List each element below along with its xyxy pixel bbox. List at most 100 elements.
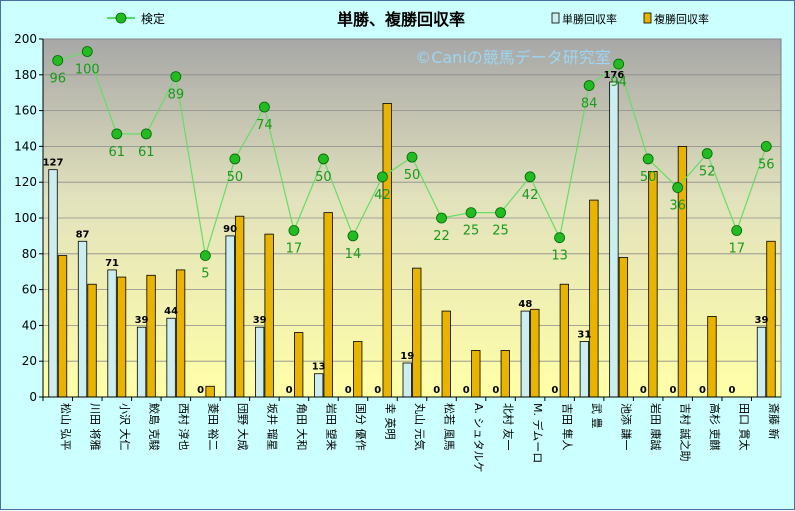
x-category-label: 国分 優作 xyxy=(354,403,367,451)
kentei-point xyxy=(347,230,359,242)
legend-tansho-swatch xyxy=(551,12,560,24)
bar-fukusho xyxy=(648,171,658,398)
x-category-label: 幸 英明 xyxy=(383,403,397,440)
kentei-label: 52 xyxy=(699,165,716,180)
x-category-label: 団野 大成 xyxy=(236,403,250,451)
kentei-label: 89 xyxy=(168,88,185,103)
kentei-label: 100 xyxy=(75,63,100,78)
kentei-label: 50 xyxy=(404,168,421,183)
kentei-point xyxy=(760,140,772,152)
kentei-label: 14 xyxy=(345,247,362,262)
bar-fukusho xyxy=(57,255,68,398)
bar-tansho-label: 127 xyxy=(43,158,64,169)
bar-fukusho xyxy=(471,350,481,398)
bar-tansho xyxy=(225,235,235,398)
kentei-label: 5 xyxy=(201,267,209,282)
bar-tansho xyxy=(136,326,147,398)
x-category-label: 岩田 望来 xyxy=(324,403,338,451)
kentei-point xyxy=(554,232,565,244)
kentei-point xyxy=(465,207,477,219)
legend-fukusho-swatch xyxy=(643,12,652,24)
kentei-point xyxy=(613,58,625,70)
bar-tansho-label: 90 xyxy=(223,224,237,235)
bar-tansho xyxy=(402,362,412,398)
x-category-label: 北村 友一 xyxy=(502,403,516,451)
bar-tansho-label: 31 xyxy=(577,330,591,341)
y-tick-label: 80 xyxy=(22,247,37,261)
x-category-label: 田口 貫太 xyxy=(738,403,751,451)
kentei-point xyxy=(701,148,713,159)
kentei-point xyxy=(140,128,152,140)
y-tick-label: 160 xyxy=(14,104,37,118)
bar-tansho-label: 0 xyxy=(345,385,352,396)
bar-tansho-label: 39 xyxy=(135,315,149,326)
kentei-label: 13 xyxy=(551,249,568,264)
x-category-label: 坂井 瑠星 xyxy=(265,403,279,451)
bar-tansho xyxy=(579,341,590,398)
kentei-point xyxy=(731,225,743,236)
bar-tansho xyxy=(756,326,767,398)
bar-tansho xyxy=(166,317,176,398)
bar-fukusho xyxy=(589,199,599,398)
y-tick-label: 100 xyxy=(14,211,37,225)
watermark-text: ©Caniの競馬データ研究室 xyxy=(415,48,611,67)
bar-fukusho xyxy=(294,332,304,398)
bar-tansho-label: 0 xyxy=(551,385,558,396)
bar-tansho xyxy=(314,373,324,398)
kentei-label: 25 xyxy=(463,224,480,239)
kentei-label: 74 xyxy=(256,118,273,133)
kentei-point xyxy=(258,101,270,113)
bar-tansho-label: 0 xyxy=(433,385,440,396)
kentei-point xyxy=(199,250,211,261)
legend-tansho-label: 単勝回収率 xyxy=(562,12,617,26)
bar-tansho-label: 44 xyxy=(164,306,178,317)
y-tick-label: 140 xyxy=(14,139,37,153)
bar-fukusho xyxy=(707,316,717,398)
kentei-point xyxy=(642,153,654,165)
bar-fukusho xyxy=(559,283,569,398)
kentei-point xyxy=(436,212,447,224)
x-category-label: 川田 将雅 xyxy=(88,403,102,451)
x-category-label: 池添 謙一 xyxy=(620,403,634,451)
bar-tansho xyxy=(609,81,619,398)
bar-fukusho xyxy=(618,256,629,398)
bar-tansho-label: 0 xyxy=(286,385,293,396)
kentei-point xyxy=(524,171,536,183)
y-tick-label: 120 xyxy=(14,175,37,189)
kentei-label: 50 xyxy=(640,170,657,185)
legend-line-marker xyxy=(115,12,127,24)
bar-fukusho xyxy=(500,350,510,398)
x-category-label: 松若 風馬 xyxy=(443,403,457,451)
bar-fukusho xyxy=(441,310,451,398)
kentei-label: 42 xyxy=(522,188,539,203)
kentei-label: 17 xyxy=(286,242,303,257)
kentei-point xyxy=(406,151,418,163)
x-category-label: 吉田 隼人 xyxy=(561,403,575,451)
kentei-point xyxy=(229,153,241,165)
x-category-label: 菱田 裕二 xyxy=(206,403,219,451)
y-tick-label: 180 xyxy=(14,68,37,82)
y-tick-label: 0 xyxy=(29,390,37,404)
y-tick-label: 60 xyxy=(22,283,37,297)
chart-title: 単勝、複勝回収率 xyxy=(337,10,465,29)
kentei-label: 25 xyxy=(492,224,509,239)
bar-tansho xyxy=(520,310,530,398)
x-category-label: 斎藤 新 xyxy=(767,403,781,440)
x-category-label: A. シュタルケ xyxy=(472,403,485,472)
bar-tansho-label: 39 xyxy=(755,315,769,326)
kentei-label: 42 xyxy=(374,188,391,203)
kentei-point xyxy=(672,182,684,193)
bar-fukusho xyxy=(530,308,540,398)
legend-line-label: 検定 xyxy=(141,11,165,26)
kentei-label: 50 xyxy=(315,170,332,185)
kentei-label: 22 xyxy=(433,229,450,244)
x-category-label: 高杉 吏麒 xyxy=(708,403,722,451)
y-tick-label: 40 xyxy=(22,318,37,332)
bar-tansho xyxy=(77,240,88,398)
bar-fukusho xyxy=(205,385,215,398)
bar-tansho xyxy=(107,269,117,398)
kentei-point xyxy=(52,55,64,66)
x-category-label: 武 豊 xyxy=(590,403,603,429)
